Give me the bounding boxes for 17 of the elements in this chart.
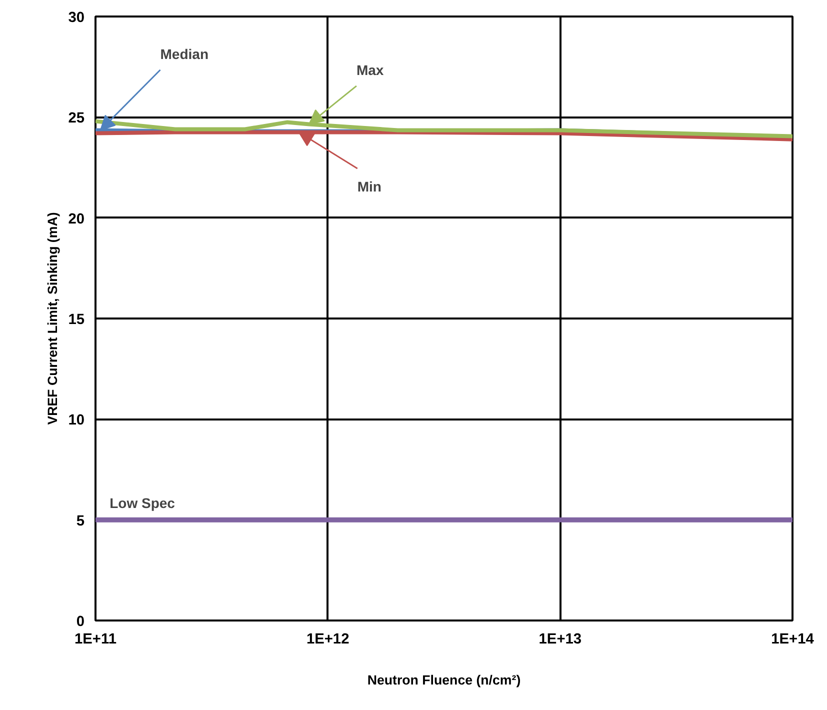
text: Min bbox=[357, 178, 382, 195]
x-tick-label: 1E+11 bbox=[74, 632, 116, 648]
text: Max bbox=[356, 62, 384, 78]
text: Median bbox=[160, 46, 208, 62]
y-tick-label: 15 bbox=[68, 312, 85, 328]
x-axis-title: Neutron Fluence (n/cm²) bbox=[367, 672, 521, 688]
y-tick-label: 20 bbox=[68, 211, 85, 228]
y-tick-label: 5 bbox=[76, 513, 85, 530]
x-tick-label: 1E+12 bbox=[306, 632, 350, 648]
y-axis-title: VREF Current Limit, Sinking (mA) bbox=[45, 212, 60, 425]
y-tick-label: 10 bbox=[68, 412, 85, 429]
x-tick-label: 1E+13 bbox=[538, 632, 582, 648]
y-tick-label: 0 bbox=[76, 614, 85, 630]
x-tick-label: 1E+14 bbox=[771, 632, 815, 648]
ref-line-label: Low Spec bbox=[110, 494, 176, 511]
y-tick-label: 25 bbox=[68, 110, 85, 127]
y-tick-label: 30 bbox=[68, 10, 85, 26]
